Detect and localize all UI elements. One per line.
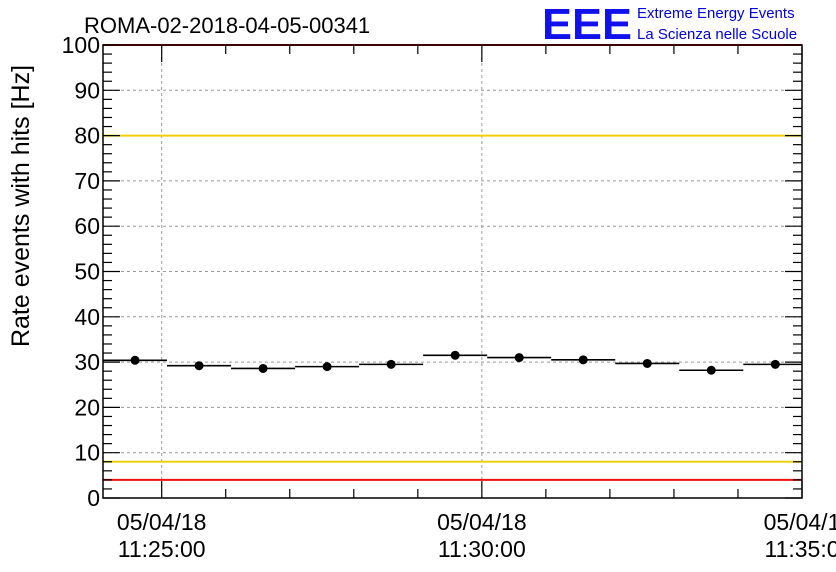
data-point	[706, 365, 716, 375]
data-point	[322, 362, 332, 372]
eee-logo: EEE Extreme Energy Events La Scienza nel…	[542, 0, 797, 49]
chart-title: ROMA-02-2018-04-05-00341	[84, 13, 370, 38]
data-point	[386, 359, 396, 369]
logo-line2: La Scienza nelle Scuole	[637, 26, 797, 43]
x-tick-label-time: 11:35:0	[764, 536, 836, 562]
reference-lines	[103, 44, 802, 481]
y-tick-label: 90	[74, 77, 100, 103]
y-tick-label: 70	[74, 168, 100, 194]
x-tick-label-time: 11:30:00	[438, 536, 526, 562]
y-tick-label: 80	[74, 123, 100, 149]
y-tick-label: 0	[87, 485, 100, 511]
y-tick-label: 40	[74, 304, 100, 330]
x-tick-label-date: 05/04/18	[437, 509, 527, 535]
y-tick-label: 50	[74, 259, 100, 285]
plot-frame	[102, 44, 803, 499]
y-tick-label: 20	[74, 394, 100, 420]
x-tick-label-date: 05/04/18	[117, 509, 207, 535]
axis-ticks	[103, 44, 803, 499]
logo-mark: EEE	[542, 0, 632, 49]
data-point	[642, 358, 652, 368]
data-point	[514, 353, 524, 363]
data-point	[578, 355, 588, 365]
y-axis-label: Rate events with hits [Hz]	[7, 65, 35, 347]
data-point	[450, 350, 460, 360]
data-point	[770, 359, 780, 369]
y-tick-label: 100	[62, 32, 100, 58]
x-tick-label-date: 05/04/1	[764, 509, 836, 535]
data-point	[130, 355, 140, 365]
data-points	[103, 350, 802, 375]
plot-border	[102, 44, 803, 499]
x-tick-labels: 05/04/1811:25:0005/04/1811:30:0005/04/11…	[117, 509, 836, 562]
x-tick-label-time: 11:25:00	[118, 536, 206, 562]
logo-line1: Extreme Energy Events	[637, 5, 795, 22]
grid-lines	[103, 45, 802, 498]
data-point	[258, 363, 268, 373]
data-point	[194, 361, 204, 371]
y-tick-label: 30	[74, 349, 100, 375]
y-tick-labels: 0 10 20 30 40 50 60 70 80 90 100	[62, 32, 100, 511]
y-tick-label: 60	[74, 213, 100, 239]
y-tick-label: 10	[74, 440, 100, 466]
